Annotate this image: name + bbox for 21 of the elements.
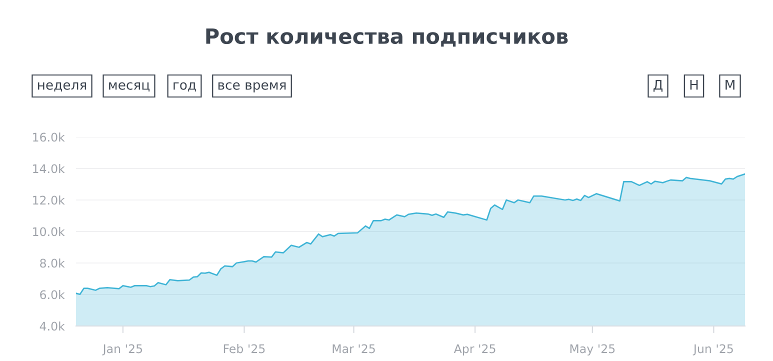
text: неделя — [38, 82, 86, 92]
text: Н — [690, 80, 698, 90]
text: год — [174, 82, 196, 92]
y-tick-label: 6.0k — [40, 290, 65, 300]
y-tick-label: 16.0k — [33, 132, 65, 142]
text: М — [726, 80, 734, 90]
y-tick-label: 4.0k — [40, 322, 65, 331]
x-tick-label: Jun '25 — [692, 344, 733, 356]
x-tick-label: Jan '25 — [102, 344, 142, 356]
y-tick-label: 12.0k — [33, 196, 65, 205]
x-tick-label: Mar '25 — [332, 344, 375, 354]
y-tick-label: 8.0k — [40, 258, 65, 268]
text: все время — [218, 82, 286, 92]
x-tick-label: Apr '25 — [454, 344, 496, 356]
text: Д — [653, 80, 663, 92]
x-tick-label: Feb '25 — [224, 344, 265, 354]
text: месяц — [109, 82, 150, 92]
x-tick-label: May '25 — [570, 344, 615, 356]
chart-title: Рост количества подписчиков — [206, 28, 568, 47]
y-tick-label: 14.0k — [33, 164, 65, 174]
y-tick-label: 10.0k — [33, 227, 65, 236]
